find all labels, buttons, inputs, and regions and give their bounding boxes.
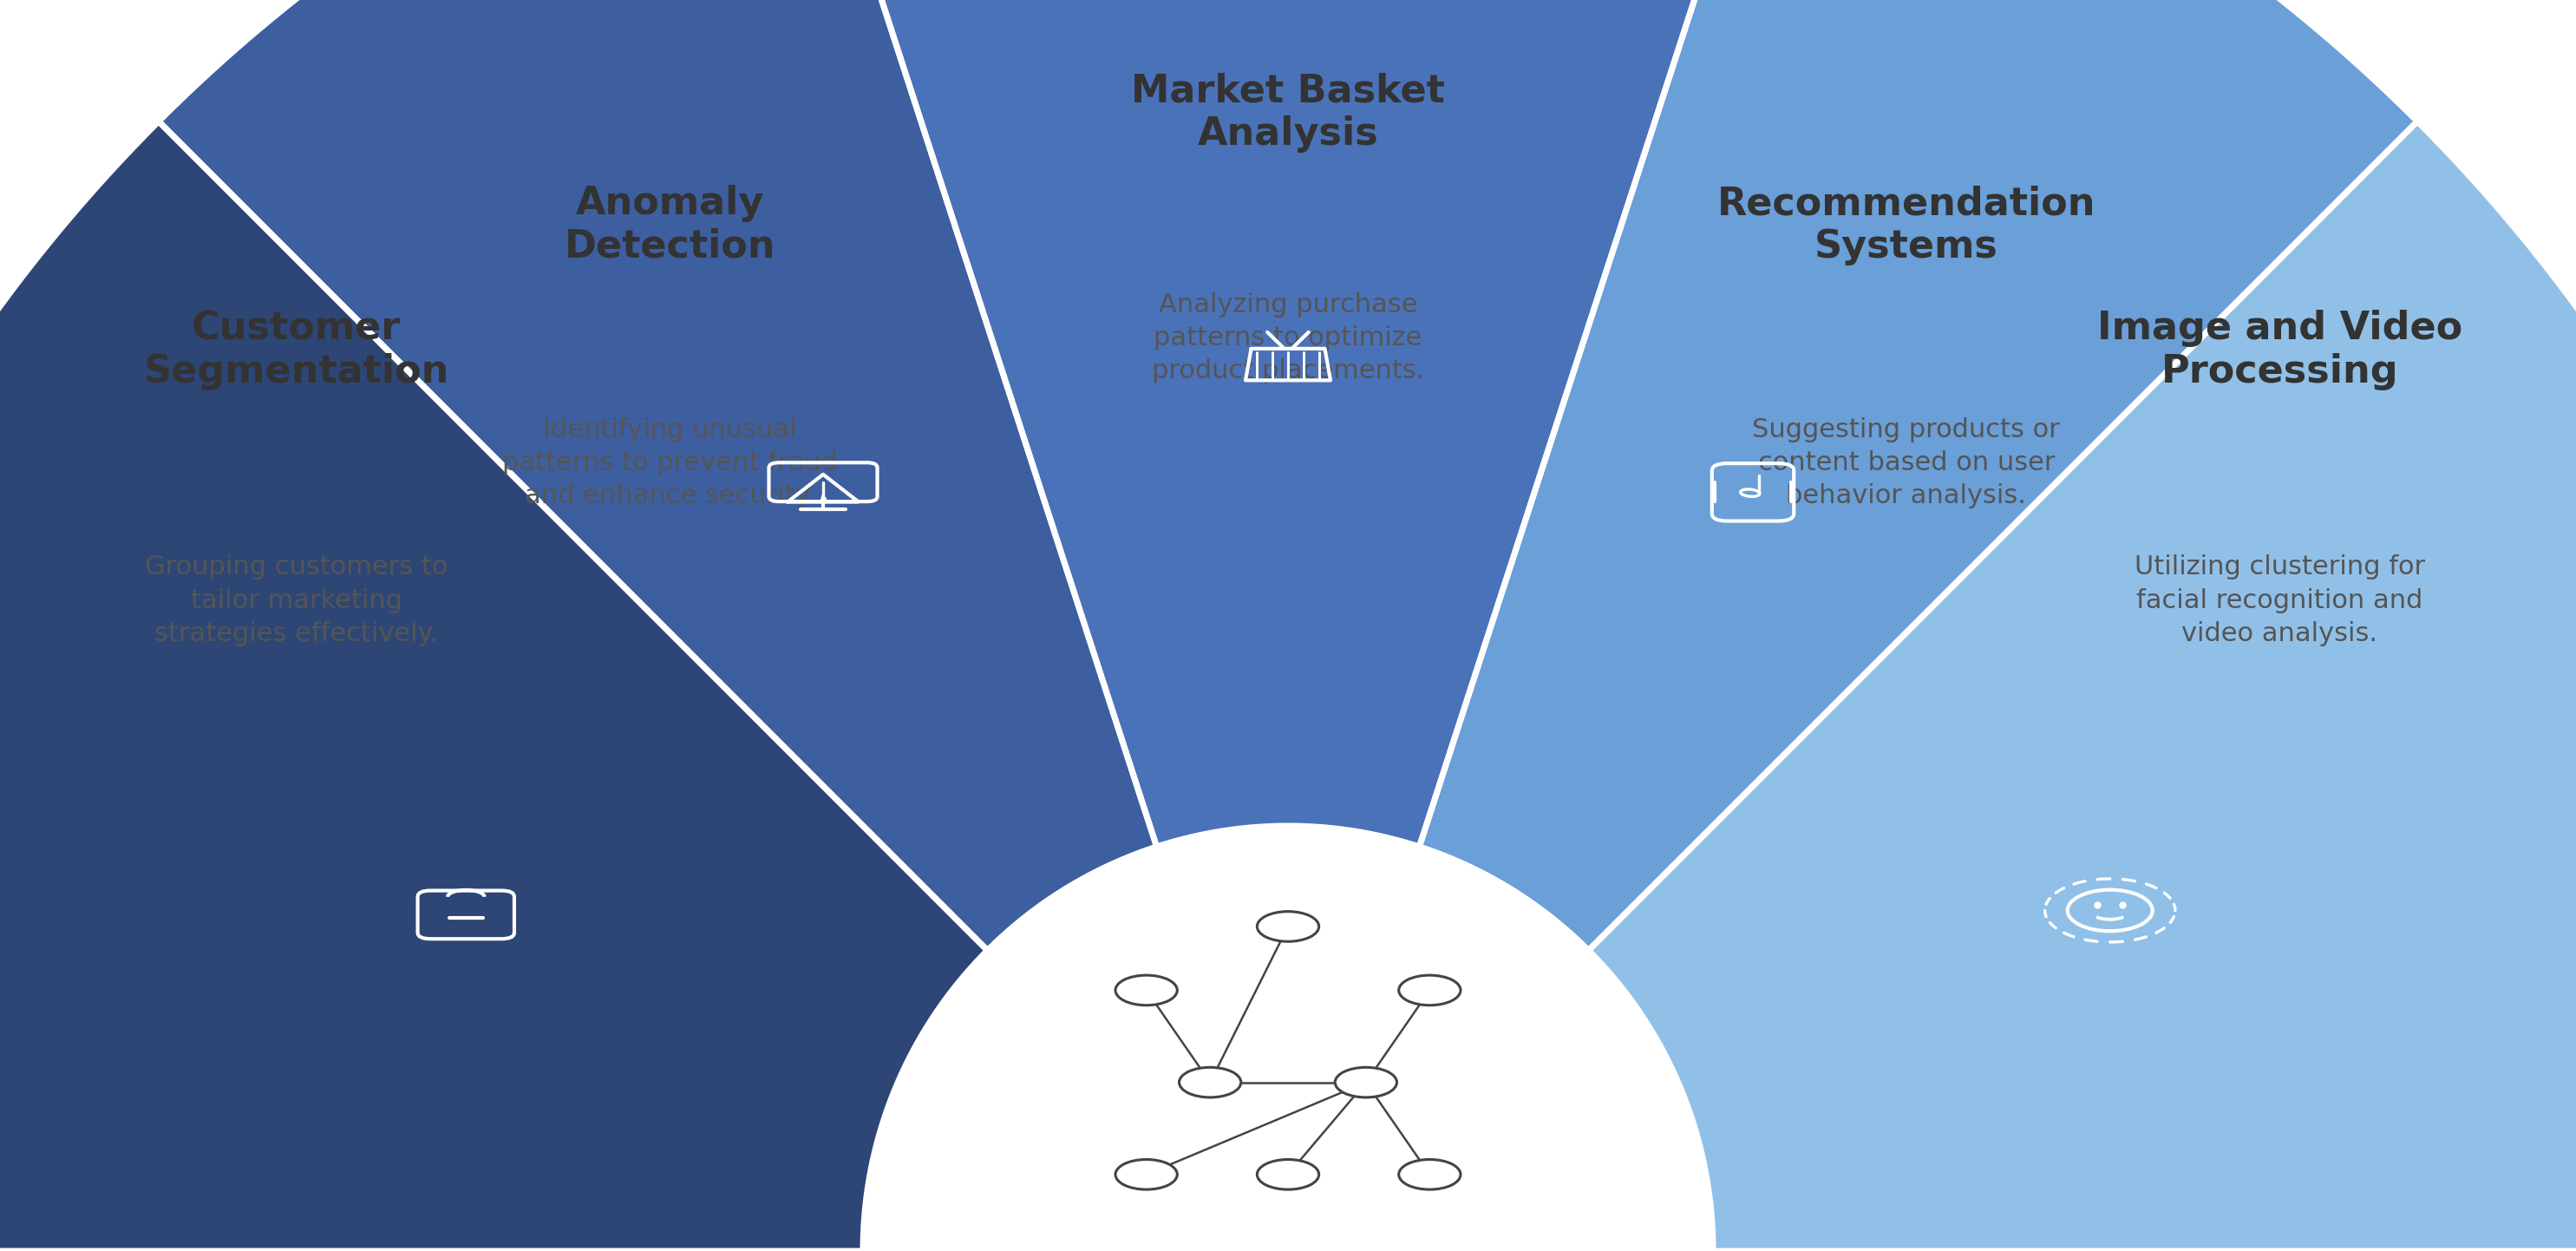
- Polygon shape: [1419, 0, 2416, 951]
- Text: Analyzing purchase
patterns to optimize
product placements.: Analyzing purchase patterns to optimize …: [1151, 291, 1425, 384]
- Circle shape: [1399, 976, 1461, 1006]
- Text: Suggesting products or
content based on user
behavior analysis.: Suggesting products or content based on …: [1752, 417, 2061, 509]
- Polygon shape: [0, 121, 987, 1251]
- Circle shape: [1399, 1160, 1461, 1190]
- Polygon shape: [863, 826, 1713, 1251]
- Text: Recommendation
Systems: Recommendation Systems: [1718, 185, 2094, 265]
- Text: Image and Video
Processing: Image and Video Processing: [2097, 310, 2463, 390]
- Circle shape: [1257, 1160, 1319, 1190]
- Circle shape: [1180, 1067, 1242, 1097]
- Polygon shape: [793, 0, 1783, 847]
- Text: Utilizing clustering for
facial recognition and
video analysis.: Utilizing clustering for facial recognit…: [2136, 554, 2424, 647]
- Circle shape: [1115, 976, 1177, 1006]
- Text: Customer
Segmentation: Customer Segmentation: [144, 310, 448, 390]
- Text: Identifying unusual
patterns to prevent fraud
and enhance security.: Identifying unusual patterns to prevent …: [502, 417, 837, 509]
- Polygon shape: [1589, 121, 2576, 1251]
- Text: Anomaly
Detection: Anomaly Detection: [564, 185, 775, 265]
- Text: Grouping customers to
tailor marketing
strategies effectively.: Grouping customers to tailor marketing s…: [144, 554, 448, 647]
- Circle shape: [1257, 912, 1319, 942]
- Polygon shape: [160, 0, 1157, 951]
- Circle shape: [1115, 1160, 1177, 1190]
- Text: Market Basket
Analysis: Market Basket Analysis: [1131, 73, 1445, 153]
- Circle shape: [1334, 1067, 1396, 1097]
